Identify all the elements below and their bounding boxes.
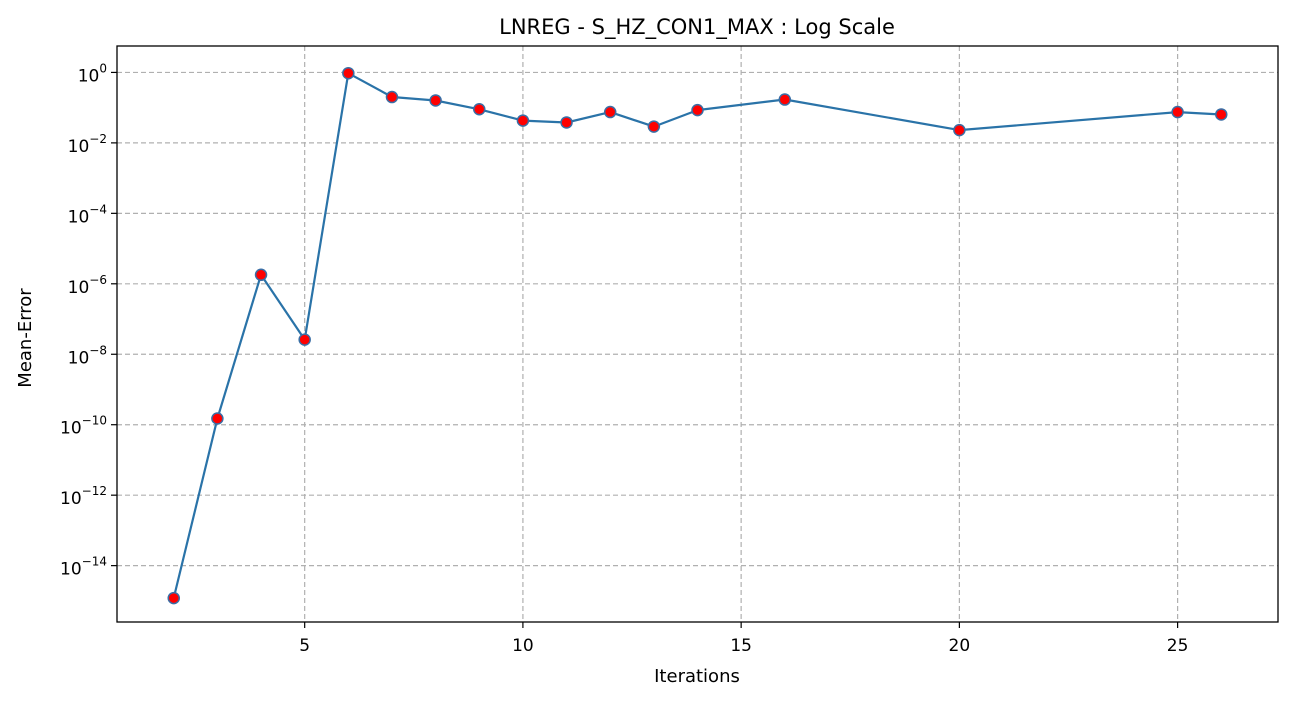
data-point xyxy=(167,591,180,605)
x-tick-label: 25 xyxy=(1167,636,1189,656)
y-tick-label: 10−12 xyxy=(60,484,107,509)
y-tick-label: 10−10 xyxy=(60,414,107,439)
series-line-layer xyxy=(172,72,1222,599)
y-tick-label: 10−4 xyxy=(68,202,107,227)
x-axis-label: Iterations xyxy=(654,666,740,687)
y-tick-label: 10−8 xyxy=(68,343,107,368)
y-tick-label: 10−6 xyxy=(68,273,107,298)
grid-layer xyxy=(117,46,1278,622)
data-point xyxy=(298,333,311,346)
data-point xyxy=(603,105,617,119)
plot-frame xyxy=(116,45,1279,623)
chart-title: LNREG - S_HZ_CON1_MAX : Log Scale xyxy=(499,15,895,40)
data-point xyxy=(211,412,224,425)
y-tick-label: 10−14 xyxy=(60,555,107,580)
data-point xyxy=(691,103,704,117)
series-line xyxy=(172,72,1222,599)
data-point xyxy=(254,268,268,282)
data-point xyxy=(1171,105,1184,119)
x-tick-label: 15 xyxy=(730,636,752,656)
y-axis-label: Mean-Error xyxy=(15,288,36,388)
data-point xyxy=(385,90,399,104)
x-tick-label: 5 xyxy=(299,636,310,656)
tick-layer: 5 10 15 20 25 10−14 10−12 10−10 10−8 10−6 10−4 10−2… xyxy=(60,61,1188,656)
data-point xyxy=(342,66,355,80)
data-point xyxy=(778,93,792,106)
y-tick-label: 10−2 xyxy=(68,132,107,157)
data-point xyxy=(953,123,966,137)
data-point xyxy=(560,116,573,129)
y-tick-label: 100 xyxy=(78,61,107,86)
data-point xyxy=(516,114,530,127)
x-tick-label: 10 xyxy=(512,636,534,656)
data-point xyxy=(473,103,486,116)
data-point-layer xyxy=(167,66,1228,605)
x-tick-label: 20 xyxy=(949,636,971,656)
data-point xyxy=(429,94,442,107)
data-point xyxy=(647,120,661,133)
data-point xyxy=(1215,108,1228,121)
